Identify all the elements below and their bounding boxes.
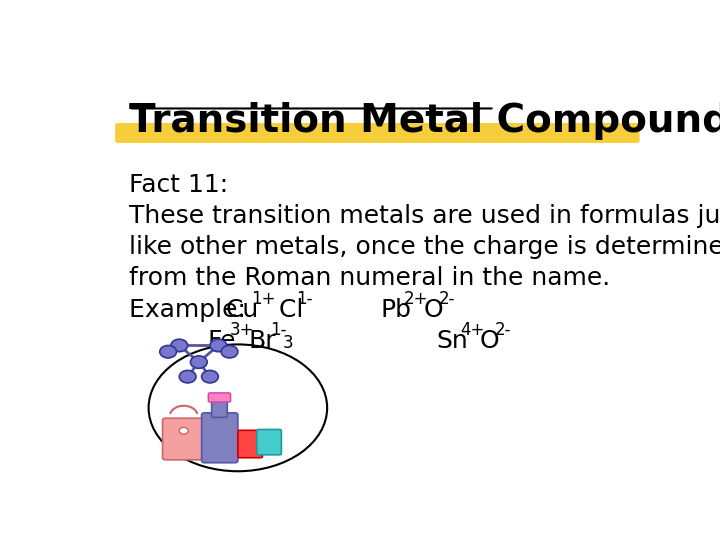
Circle shape (179, 370, 196, 383)
Text: from the Roman numeral in the name.: from the Roman numeral in the name. (129, 266, 611, 291)
Text: Sn: Sn (436, 329, 468, 353)
Text: 1+: 1+ (251, 290, 276, 308)
Text: like other metals, once the charge is determined: like other metals, once the charge is de… (129, 235, 720, 259)
Ellipse shape (148, 345, 327, 471)
Text: Fe: Fe (207, 329, 235, 353)
Text: 2-: 2- (495, 321, 511, 339)
Circle shape (190, 356, 207, 368)
FancyBboxPatch shape (212, 399, 228, 417)
Text: O: O (423, 298, 443, 322)
Text: Example:: Example: (129, 298, 254, 322)
Text: Cl: Cl (271, 298, 303, 322)
Text: 2-: 2- (438, 290, 455, 308)
Circle shape (210, 339, 227, 352)
Text: 3: 3 (282, 334, 293, 352)
Text: Pb: Pb (380, 298, 411, 322)
Text: Fact 11:: Fact 11: (129, 173, 228, 197)
Text: O: O (480, 329, 499, 353)
Text: Br: Br (248, 329, 276, 353)
Circle shape (179, 427, 188, 434)
Circle shape (221, 346, 238, 358)
FancyBboxPatch shape (238, 430, 262, 458)
FancyBboxPatch shape (202, 413, 238, 463)
FancyBboxPatch shape (208, 393, 230, 402)
Circle shape (202, 370, 218, 383)
FancyBboxPatch shape (163, 418, 204, 460)
Circle shape (160, 346, 176, 358)
Text: 4+: 4+ (461, 321, 485, 339)
Text: 1-: 1- (296, 290, 312, 308)
Text: Transition Metal Compounds: Transition Metal Compounds (129, 102, 720, 140)
Text: 3+: 3+ (229, 321, 253, 339)
Circle shape (171, 339, 188, 352)
Text: 1-: 1- (270, 321, 286, 339)
Text: Cu: Cu (226, 298, 259, 322)
Text: These transition metals are used in formulas just: These transition metals are used in form… (129, 204, 720, 228)
FancyBboxPatch shape (115, 123, 639, 143)
FancyBboxPatch shape (257, 429, 282, 455)
Text: 2+: 2+ (404, 290, 428, 308)
